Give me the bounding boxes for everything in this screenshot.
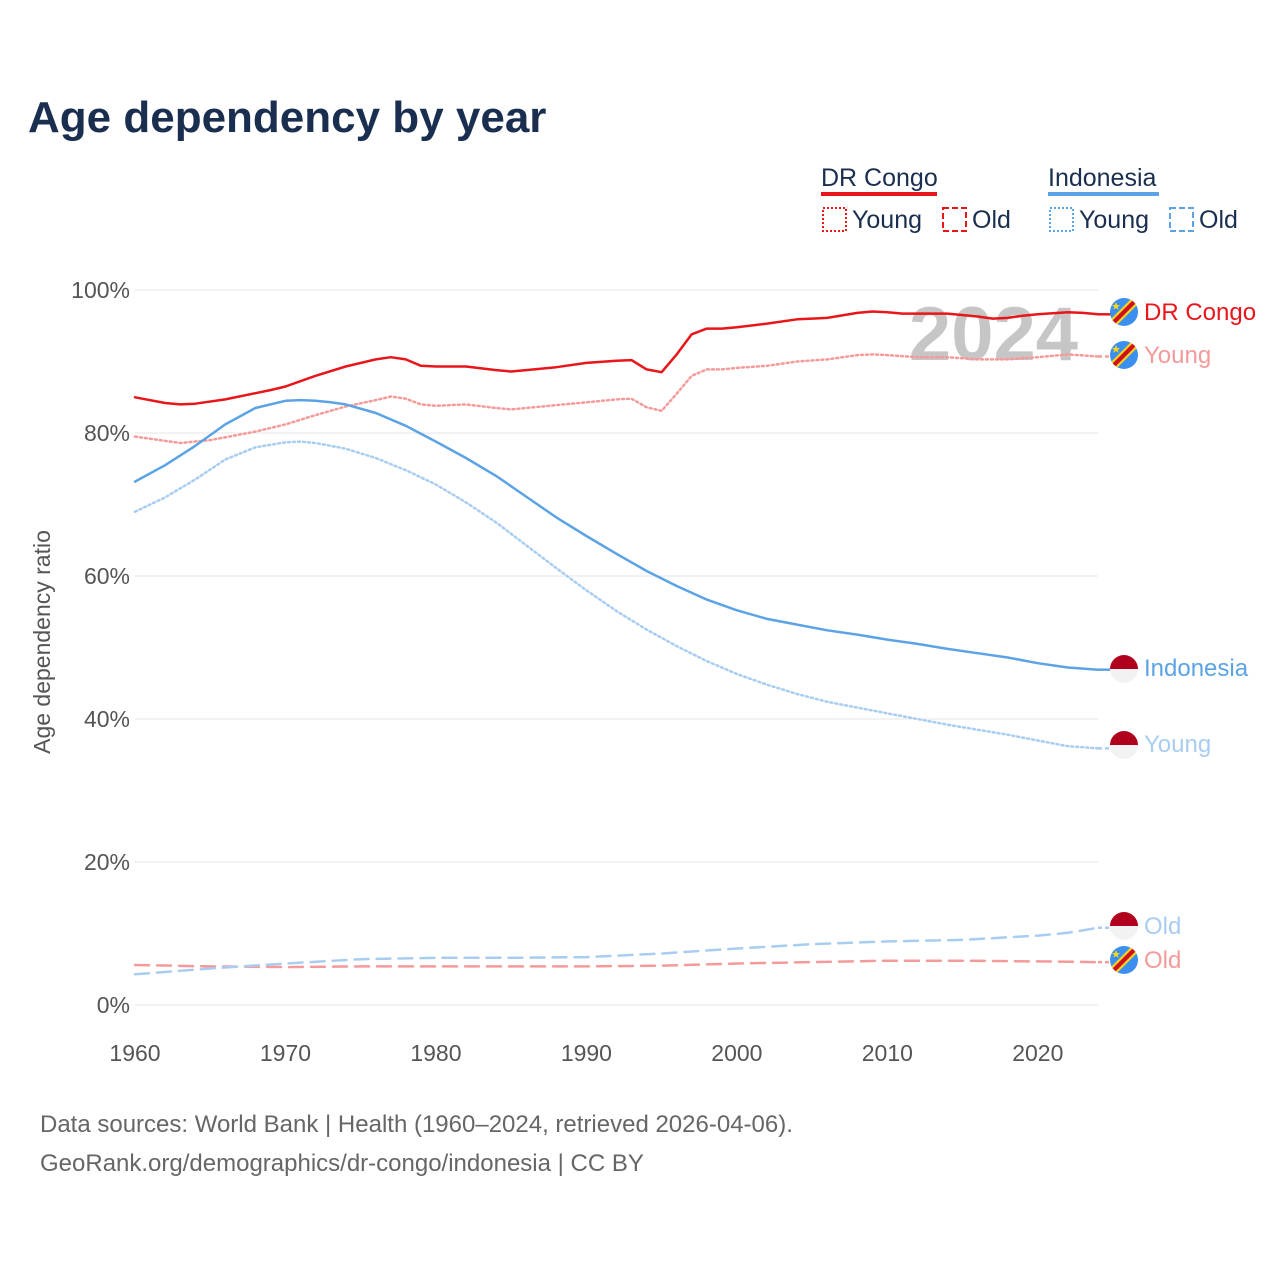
series-line-indonesia[interactable]: [133, 398, 1100, 671]
x-tick-label: 1970: [260, 1040, 311, 1066]
legend-drc-young-label[interactable]: Young: [852, 206, 922, 234]
end-label-drc-young: Young: [1144, 342, 1211, 369]
series-lines: [133, 310, 1112, 976]
idn-young-flag-icon: [1110, 731, 1138, 759]
y-tick-label: 100%: [71, 277, 130, 303]
source-line-2[interactable]: GeoRank.org/demographics/dr-congo/indone…: [40, 1150, 644, 1177]
current-year-watermark: 2024: [909, 292, 1078, 377]
legend-idn-young-label[interactable]: Young: [1079, 206, 1149, 234]
x-tick-label: 1990: [561, 1040, 612, 1066]
end-label-drc: DR Congo: [1144, 299, 1256, 326]
y-tick-label: 40%: [84, 706, 130, 732]
series-line-dr-congo-old[interactable]: [133, 959, 1100, 969]
legend-drc-underline: [821, 192, 937, 196]
legend-idn-old-swatch[interactable]: [1169, 207, 1194, 232]
idn-old-flag-icon: [1110, 912, 1138, 940]
y-tick-label: 60%: [84, 563, 130, 589]
x-tick-label: 2010: [862, 1040, 913, 1066]
end-label-drc-old: Old: [1144, 947, 1181, 974]
legend-idn-young-swatch[interactable]: [1049, 207, 1074, 232]
legend-drc-old-label[interactable]: Old: [972, 206, 1011, 234]
source-line-1: Data sources: World Bank | Health (1960–…: [40, 1111, 793, 1138]
drc-flag-icon: [1106, 294, 1142, 330]
series-line-indonesia-old[interactable]: [133, 926, 1100, 976]
series-line-dr-congo[interactable]: [133, 310, 1100, 406]
x-tick-label: 2000: [711, 1040, 762, 1066]
y-axis-ticks: 0% 20% 40% 60% 80% 100%: [71, 277, 130, 1018]
idn-flag-icon: [1110, 655, 1138, 683]
y-axis-title: Age dependency ratio: [29, 530, 55, 754]
x-tick-label: 1960: [109, 1040, 160, 1066]
grid-lines: [135, 289, 1098, 1006]
x-tick-label: 2020: [1012, 1040, 1063, 1066]
x-tick-label: 1980: [410, 1040, 461, 1066]
end-labels: DR Congo Young Indonesia Young Old Old: [1106, 294, 1256, 978]
end-label-idn-young: Young: [1144, 731, 1211, 758]
y-tick-label: 0%: [97, 992, 130, 1018]
chart-title: Age dependency by year: [28, 93, 546, 142]
drc-young-flag-icon: [1106, 337, 1142, 373]
series-line-indonesia-young[interactable]: [133, 440, 1100, 750]
legend-idn-heading[interactable]: Indonesia: [1048, 164, 1157, 192]
series-line-dr-congo-young[interactable]: [133, 353, 1100, 445]
y-tick-label: 80%: [84, 420, 130, 446]
end-label-idn-old: Old: [1144, 913, 1181, 940]
legend-idn-old-label[interactable]: Old: [1199, 206, 1238, 234]
y-tick-label: 20%: [84, 849, 130, 875]
legend-idn-underline: [1048, 192, 1159, 196]
legend-drc-heading[interactable]: DR Congo: [821, 164, 938, 192]
legend-drc-young-swatch[interactable]: [822, 207, 847, 232]
legend-drc-old-swatch[interactable]: [942, 207, 967, 232]
end-label-idn: Indonesia: [1144, 655, 1249, 682]
x-axis-ticks: 1960 1970 1980 1990 2000 2010 2020: [109, 1040, 1063, 1066]
legend: DR Congo Young Old Indonesia Young Old: [821, 164, 1238, 234]
drc-old-flag-icon: [1106, 942, 1142, 978]
